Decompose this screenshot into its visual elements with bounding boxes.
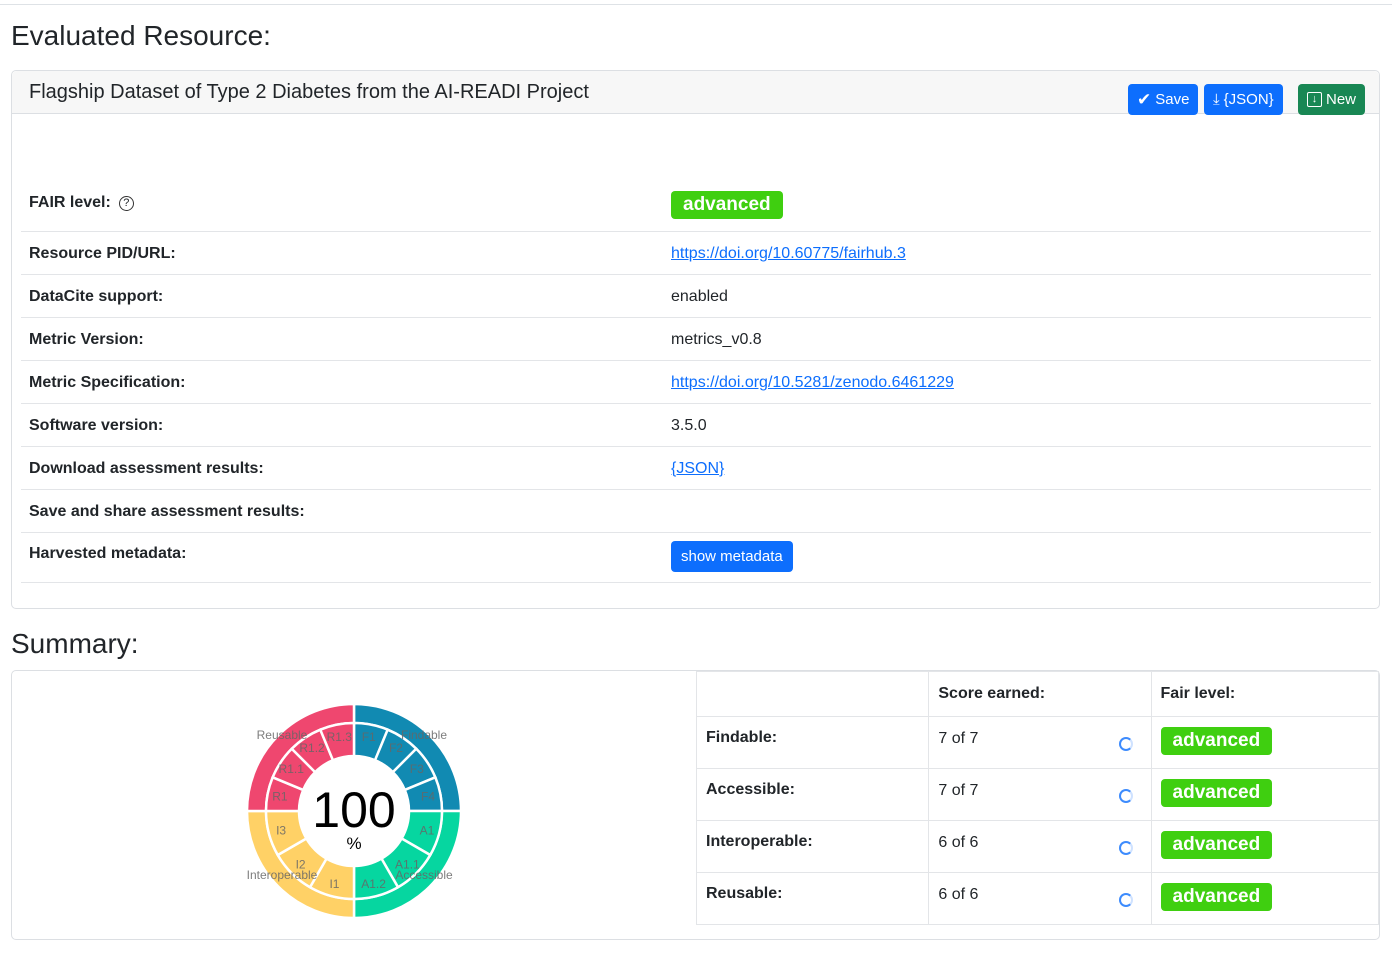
principle-name: Interoperable: <box>695 820 930 873</box>
score-value: 6 of 6 <box>938 886 979 903</box>
info-link[interactable]: https://doi.org/10.5281/zenodo.6461229 <box>671 374 954 391</box>
score-value: 7 of 7 <box>938 782 979 799</box>
info-label: Metric Version: <box>29 331 144 348</box>
loading-spinner-icon <box>1119 841 1134 855</box>
info-row: Metric Version: metrics_v0.8 <box>21 318 1371 361</box>
summary-row: Findable: 7 of 7 advanced <box>695 716 1380 769</box>
level-badge: advanced <box>1160 831 1273 859</box>
group-label: Findable <box>401 728 447 742</box>
download-icon: ⤓ <box>1213 91 1220 108</box>
resource-card: Flagship Dataset of Type 2 Diabetes from… <box>11 70 1380 609</box>
info-link[interactable]: {JSON} <box>671 460 725 477</box>
summary-card: F1 F2 F3 F4 Findable A1 A1.1 A1.2 Accessible I1 I2… <box>11 670 1380 940</box>
center-unit: % <box>346 834 361 853</box>
info-value: 3.5.0 <box>671 417 707 434</box>
harvested-label: Harvested metadata: <box>29 545 187 562</box>
score-value: 7 of 7 <box>938 730 979 747</box>
metric-label: I2 <box>296 857 306 871</box>
metric-label: A1.2 <box>361 877 386 891</box>
metric-label: F1 <box>362 730 376 744</box>
level-badge: advanced <box>1160 883 1273 911</box>
info-row: Metric Specification: https://doi.org/10.… <box>21 361 1371 404</box>
group-label: Accessible <box>395 868 453 882</box>
metric-label: F4 <box>421 789 435 803</box>
summary-row: Interoperable: 6 of 6 advanced <box>695 820 1380 873</box>
metric-arc <box>318 721 356 762</box>
info-row: Download assessment results: {JSON} <box>21 447 1371 490</box>
info-value: enabled <box>671 288 728 305</box>
score-cell: 7 of 7 <box>928 716 1152 769</box>
summary-heading: Summary: <box>11 628 139 659</box>
score-cell: 6 of 6 <box>928 872 1152 925</box>
info-label: Metric Specification: <box>29 374 186 391</box>
loading-spinner-icon <box>1119 893 1134 907</box>
info-row: Software version: 3.5.0 <box>21 404 1371 447</box>
metric-label: R1.2 <box>299 741 325 755</box>
metric-label: R1 <box>272 789 288 803</box>
metric-label: A1 <box>420 824 435 838</box>
level-badge: advanced <box>1160 727 1273 755</box>
principle-name: Findable: <box>695 716 930 769</box>
info-value: metrics_v0.8 <box>671 331 762 348</box>
metric-label: F3 <box>410 762 424 776</box>
table-header-row: Score earned: Fair level: <box>695 671 1380 717</box>
summary-row: Accessible: 7 of 7 advanced <box>695 768 1380 821</box>
loading-spinner-icon <box>1119 737 1134 751</box>
info-label: Download assessment results: <box>29 460 264 477</box>
header-score: Score earned: <box>928 671 1152 717</box>
principle-name: Accessible: <box>695 768 930 821</box>
download-json-button[interactable]: ⤓ {JSON} <box>1204 84 1283 115</box>
level-badge: advanced <box>1160 779 1273 807</box>
score-cell: 7 of 7 <box>928 768 1152 821</box>
group-label: Reusable <box>257 728 308 742</box>
info-row: Resource PID/URL: https://doi.org/10.6077… <box>21 232 1371 275</box>
summary-row: Reusable: 6 of 6 advanced <box>695 872 1380 925</box>
header-blank <box>695 671 930 717</box>
fair-sunburst-chart: F1 F2 F3 F4 Findable A1 A1.1 A1.2 Accessible I1 I2… <box>245 702 463 920</box>
fair-level-row: FAIR level:? advanced <box>21 187 1371 232</box>
box-arrow-in-down-icon: ↓ <box>1307 92 1322 107</box>
score-cell: 6 of 6 <box>928 820 1152 873</box>
evaluated-heading: Evaluated Resource: <box>11 20 271 51</box>
group-label: Interoperable <box>247 868 318 882</box>
check-icon: ✔ <box>1137 89 1152 109</box>
new-button[interactable]: ↓ New <box>1298 84 1366 115</box>
info-row: DataCite support: enabled <box>21 275 1371 318</box>
info-label: Save and share assessment results: <box>29 503 305 520</box>
info-label: Resource PID/URL: <box>29 245 176 262</box>
metric-label: I1 <box>329 877 339 891</box>
principle-name: Reusable: <box>695 872 930 925</box>
metric-label: F2 <box>389 741 403 755</box>
save-button[interactable]: ✔ Save <box>1128 84 1199 115</box>
info-link[interactable]: https://doi.org/10.60775/fairhub.3 <box>671 245 906 262</box>
score-value: 6 of 6 <box>938 834 979 851</box>
metric-label: A1.1 <box>395 857 420 871</box>
info-row: Save and share assessment results: <box>21 490 1371 533</box>
header-level: Fair level: <box>1150 671 1380 717</box>
show-metadata-button[interactable]: show metadata <box>671 541 793 572</box>
info-label: Software version: <box>29 417 164 434</box>
metric-label: R1.3 <box>327 730 353 744</box>
summary-table: Score earned: Fair level: Findable: 7 of… <box>695 671 1380 925</box>
top-divider <box>0 4 1392 5</box>
fair-level-label: FAIR level: <box>29 194 111 211</box>
metric-label: I3 <box>276 824 286 838</box>
metric-label: R1.1 <box>279 762 305 776</box>
harvested-row: Harvested metadata: show metadata <box>21 532 1371 583</box>
center-value: 100 <box>312 782 395 838</box>
help-icon[interactable]: ? <box>118 196 134 211</box>
info-label: DataCite support: <box>29 288 164 305</box>
loading-spinner-icon <box>1119 789 1134 803</box>
fair-level-badge: advanced <box>671 191 783 219</box>
